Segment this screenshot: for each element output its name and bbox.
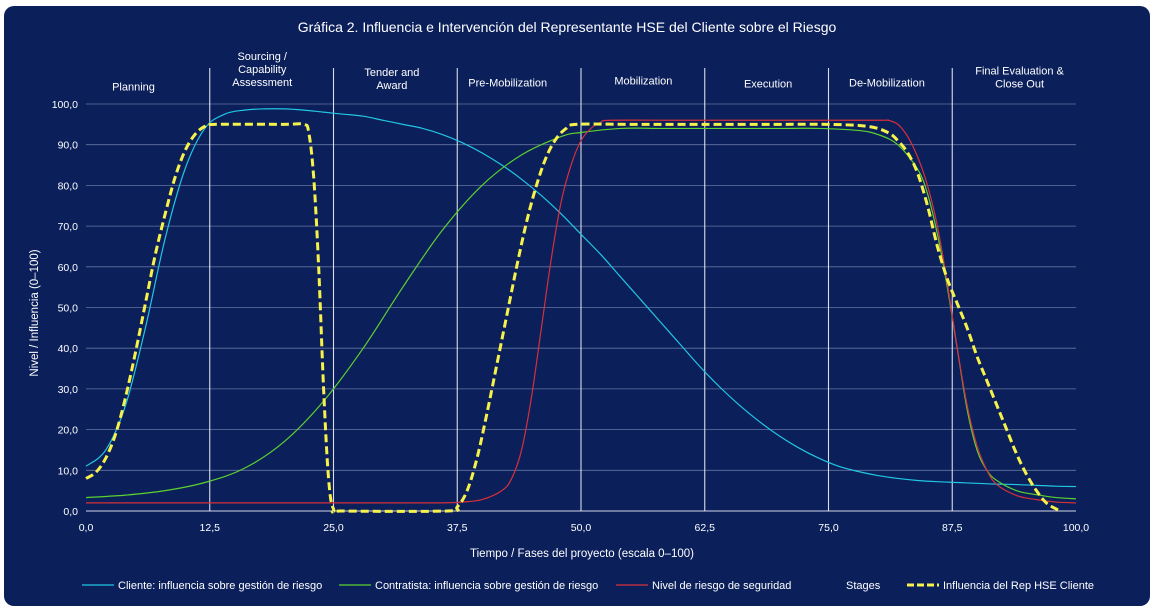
series-line-0	[85, 108, 1077, 488]
y-tick-label: 70,0	[58, 221, 79, 233]
y-axis-title: Nivel / Influencia (0–100)	[29, 249, 41, 376]
tick-layer: 0,0 10,0 20,0 30,0 40,0 50,0 60,0 70,0 80,0 90,0 1…	[52, 99, 1090, 534]
legend-label: Stages	[846, 580, 881, 592]
legend-item: Contratista: influencia sobre gestión de…	[339, 580, 598, 592]
y-tick-label: 30,0	[58, 384, 79, 396]
stage-label: Sourcing / Capability Assessment	[232, 51, 292, 89]
y-tick-label: 50,0	[58, 303, 79, 315]
stage-lines-layer	[209, 68, 953, 511]
chart-title: Gráfica 2. Influencia e Intervención del…	[298, 19, 837, 35]
legend-item: Nivel de riesgo de seguridad	[616, 580, 791, 592]
legend-item: Influencia del Rep HSE Cliente	[907, 580, 1094, 592]
x-tick-label: 25,0	[323, 522, 344, 534]
legend-item: Cliente: influencia sobre gestión de rie…	[82, 580, 322, 592]
legend-item: Stages	[846, 580, 881, 592]
stage-label: Pre-Mobilization	[468, 77, 547, 89]
stage-labels-layer: Planning Sourcing / Capability Assessment Te…	[112, 51, 1064, 94]
legend-label: Influencia del Rep HSE Cliente	[943, 580, 1094, 592]
legend-label: Nivel de riesgo de seguridad	[652, 580, 791, 592]
stage-label: Mobilization	[614, 75, 672, 87]
series-line-4	[85, 122, 1062, 514]
legend-label: Cliente: influencia sobre gestión de rie…	[118, 580, 322, 592]
x-tick-label: 12,5	[200, 522, 221, 534]
stage-label: Tender and Award	[364, 67, 419, 92]
series-line-2	[86, 119, 1077, 504]
y-tick-label: 80,0	[58, 180, 79, 192]
series-layer	[85, 108, 1077, 514]
stage-label: Planning	[112, 81, 155, 93]
chart-panel: Gráfica 2. Influencia e Intervención del…	[4, 6, 1150, 606]
stage-label: Final Evaluation & Close Out	[975, 66, 1064, 91]
stage-label: Execution	[744, 79, 792, 91]
chart-svg: Gráfica 2. Influencia e Intervención del…	[29, 19, 1094, 592]
x-tick-label: 100,0	[1063, 522, 1089, 534]
x-tick-label: 87,5	[942, 522, 963, 534]
y-tick-label: 0,0	[63, 506, 78, 518]
y-tick-label: 90,0	[58, 140, 79, 152]
x-tick-label: 75,0	[818, 522, 839, 534]
legend-label: Contratista: influencia sobre gestión de…	[375, 580, 598, 592]
y-tick-label: 40,0	[58, 343, 79, 355]
x-tick-label: 37,5	[447, 522, 468, 534]
stage-label: De-Mobilization	[849, 77, 925, 89]
y-tick-label: 60,0	[58, 262, 79, 274]
x-tick-label: 62,5	[695, 522, 716, 534]
y-tick-label: 20,0	[58, 425, 79, 437]
y-tick-label: 10,0	[58, 465, 79, 477]
x-tick-label: 0,0	[79, 522, 94, 534]
x-axis-title: Tiempo / Fases del proyecto (escala 0–10…	[470, 548, 694, 560]
legend: Cliente: influencia sobre gestión de rie…	[82, 580, 1094, 592]
x-tick-label: 50,0	[571, 522, 592, 534]
y-tick-label: 100,0	[52, 99, 78, 111]
